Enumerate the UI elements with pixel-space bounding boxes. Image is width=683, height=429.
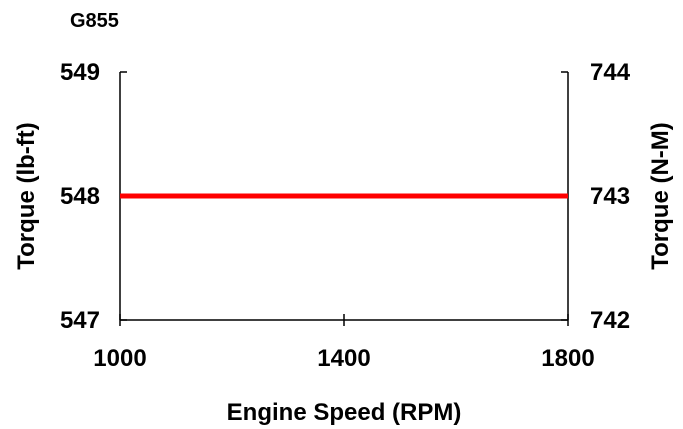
- chart-title: G855: [70, 10, 119, 32]
- right-y-tick-label: 743: [590, 183, 630, 210]
- right-y-axis-title: Torque (N-M): [647, 122, 674, 270]
- left-y-tick-label: 547: [60, 307, 100, 334]
- left-y-axis-title: Torque (lb-ft): [13, 122, 40, 270]
- x-tick-label: 1800: [541, 345, 594, 372]
- right-y-tick-label: 742: [590, 307, 630, 334]
- left-y-tick-label: 548: [60, 183, 100, 210]
- plot-area: 1000 1400 1800 547 548 549 742 743 744: [60, 59, 631, 372]
- x-tick-label: 1000: [93, 345, 146, 372]
- right-y-tick-label: 744: [590, 59, 631, 86]
- x-tick-label: 1400: [317, 345, 370, 372]
- chart-marks: 1000 1400 1800 547 548 549 742 743 744: [60, 59, 631, 372]
- left-y-tick-label: 549: [60, 59, 100, 86]
- x-axis-title: Engine Speed (RPM): [227, 399, 462, 426]
